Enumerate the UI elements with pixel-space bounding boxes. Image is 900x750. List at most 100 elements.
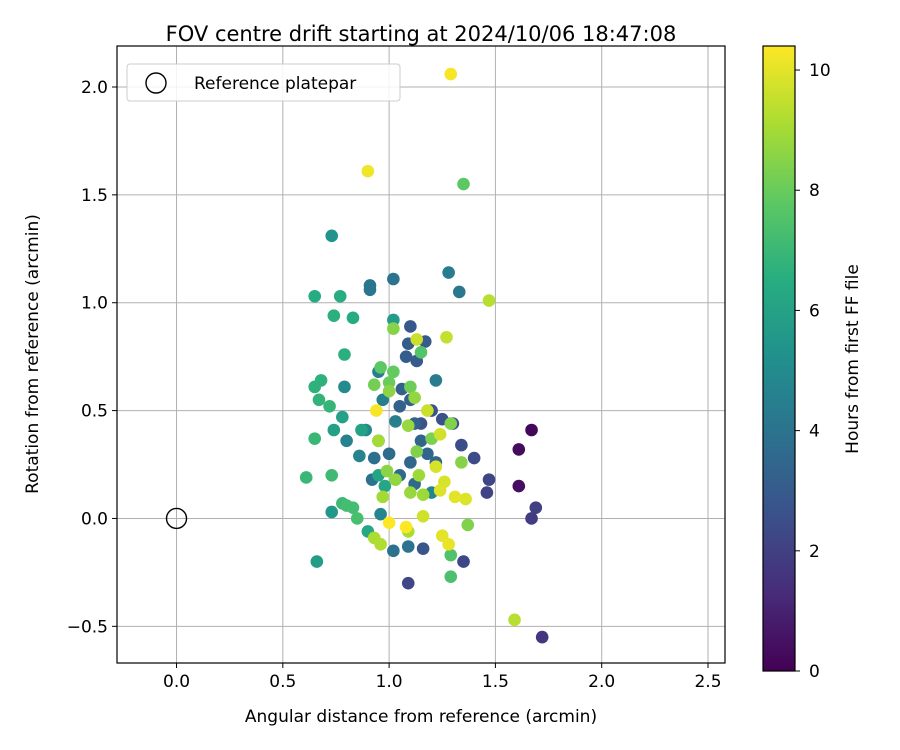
scatter-point (535, 630, 549, 644)
colorbar-tick-label: 10 (809, 61, 831, 81)
colorbar-gradient (762, 45, 796, 672)
scatter-point (467, 451, 481, 465)
scatter-point (512, 443, 526, 456)
y-tick-label: 1.5 (81, 186, 108, 206)
y-tick-label: −0.5 (67, 617, 108, 637)
scatter-point (389, 473, 402, 486)
colorbar-tick-label: 6 (809, 301, 820, 321)
scatter-point (410, 445, 424, 458)
scatter-point (508, 613, 521, 627)
scatter-point (433, 428, 447, 441)
scatter-point (416, 542, 430, 555)
scatter-point (433, 484, 447, 497)
scatter-point (444, 570, 458, 584)
scatter-point (444, 417, 458, 430)
scatter-point (442, 538, 455, 551)
scatter-point (378, 479, 392, 493)
scatter-point (399, 350, 413, 363)
scatter-point (404, 456, 417, 469)
legend: Reference platepar (126, 63, 401, 102)
legend-box (126, 63, 401, 102)
scatter-point (374, 538, 387, 551)
scatter-point (346, 501, 360, 514)
scatter-point (310, 555, 324, 568)
scatter-point (312, 393, 326, 407)
y-tick-label: 1.0 (81, 294, 108, 314)
y-tick-label: 0.0 (81, 509, 108, 529)
y-tick-label: 0.5 (81, 402, 108, 422)
colorbar-tick-label: 4 (809, 422, 820, 442)
x-tick-label: 0.5 (269, 672, 296, 692)
scatter-point (429, 460, 443, 473)
colorbar-tick-label: 8 (809, 181, 820, 201)
scatter-point (525, 512, 538, 525)
scatter-point (480, 486, 494, 499)
scatter-point (340, 434, 353, 448)
scatter-point (448, 490, 462, 504)
scatter-point (308, 289, 322, 303)
scatter-point (308, 380, 322, 394)
scatter-point (440, 330, 453, 344)
scatter-point (457, 555, 470, 568)
scatter-point (512, 479, 526, 493)
scatter-point (367, 451, 381, 465)
scatter-point (421, 404, 434, 417)
scatter-point (370, 404, 383, 417)
scatter-point (455, 438, 468, 452)
scatter-point (336, 410, 349, 424)
scatter-point (412, 469, 426, 482)
scatter-point (393, 399, 407, 413)
x-tick-label: 2.5 (694, 672, 721, 692)
scatter-point (382, 516, 396, 530)
scatter-point (367, 378, 381, 392)
scatter-point (414, 346, 428, 359)
scatter-point (380, 464, 394, 478)
scatter-point (325, 229, 339, 243)
scatter-point (387, 365, 400, 379)
scatter-point (525, 423, 538, 437)
scatter-point (346, 311, 360, 325)
x-tick-label: 2.0 (588, 672, 615, 692)
scatter-point (338, 348, 351, 361)
scatter-point (408, 391, 421, 404)
scatter-point (333, 289, 347, 303)
scatter-point (429, 374, 443, 387)
scatter-point (325, 505, 339, 519)
scatter-point (444, 548, 458, 562)
scatter-point (416, 488, 430, 502)
scatter-point (325, 469, 339, 482)
scatter-point (444, 67, 458, 81)
scatter-point (323, 399, 336, 413)
scatter-point (387, 322, 400, 335)
scatter-point (353, 449, 366, 463)
scatter-point (442, 266, 455, 279)
scatter-point (401, 576, 415, 590)
reference-platepar-marker (165, 507, 188, 530)
scatter-point (382, 447, 396, 461)
scatter-point (401, 419, 415, 432)
y-axis-ticks: −0.5 0.0 0.5 1.0 1.5 2.0 (67, 78, 117, 637)
colorbar: 0 2 4 6 8 10 Hours from first FF file (762, 45, 863, 682)
scatter-point (455, 456, 468, 469)
scatter-point (376, 393, 390, 407)
scatter-point (374, 507, 387, 521)
scatter-point (382, 384, 396, 398)
scatter-point (387, 313, 400, 327)
scatter-point (404, 320, 417, 333)
scatter-point (399, 520, 413, 534)
scatter-point (452, 285, 466, 299)
legend-marker-reference (145, 72, 167, 94)
plot-area: 0.0 0.5 1.0 1.5 2.0 2.5 −0.5 0.0 0.5 1.0 1.5 2.0 (67, 45, 726, 692)
scatter-point (389, 415, 402, 428)
x-tick-label: 1.5 (482, 672, 509, 692)
scatter-point (387, 272, 400, 286)
grid-lines (117, 46, 725, 663)
x-tick-label: 1.0 (376, 672, 403, 692)
scatter-point (374, 361, 387, 374)
scatter-points (299, 67, 549, 644)
scatter-point (327, 423, 341, 437)
scatter-point (457, 177, 470, 191)
colorbar-tick-label: 0 (809, 662, 820, 682)
